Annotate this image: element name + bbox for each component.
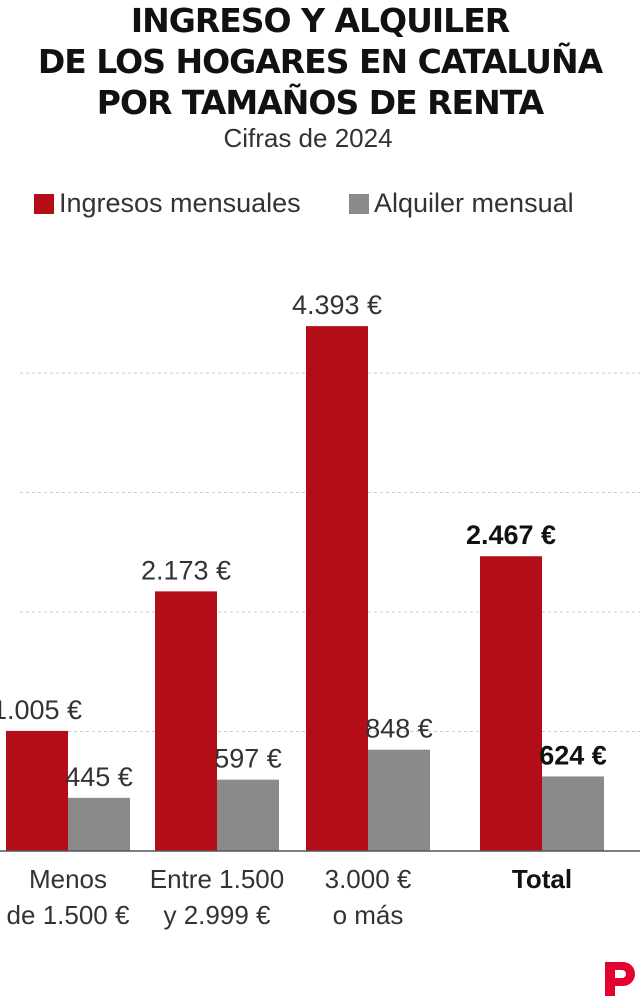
category-label-1-line-0: Entre 1.500 (150, 864, 284, 894)
bar-ingresos-2 (306, 326, 368, 851)
title-line-1: INGRESO Y ALQUILER (130, 1, 510, 40)
category-label-0-line-1: de 1.500 € (7, 900, 130, 930)
value-label-alquiler-0: 445 € (65, 762, 133, 792)
legend-label-alquiler: Alquiler mensual (374, 188, 574, 218)
title-line-3: POR TAMAÑOS DE RENTA (96, 83, 544, 122)
category-label-1-line-1: y 2.999 € (164, 900, 272, 930)
chart-title: INGRESO Y ALQUILER DE LOS HOGARES EN CAT… (0, 0, 640, 123)
bar-ingresos-1 (155, 591, 217, 851)
legend-label-ingresos: Ingresos mensuales (59, 188, 301, 218)
bar-alquiler-1 (217, 779, 279, 851)
value-label-ingresos-0: 1.005 € (0, 695, 82, 725)
chart-legend: Ingresos mensuales Alquiler mensual (0, 188, 640, 222)
value-label-ingresos-3: 2.467 € (466, 520, 556, 550)
legend-item-alquiler: Alquiler mensual (349, 188, 574, 219)
category-label-3-line-0: Total (512, 864, 572, 894)
legend-swatch-ingresos (34, 193, 54, 214)
value-label-alquiler-2: 848 € (365, 714, 433, 744)
legend-item-ingresos: Ingresos mensuales (34, 188, 301, 219)
category-label-2-line-0: 3.000 € (325, 864, 412, 894)
bar-ingresos-0 (6, 730, 68, 851)
value-label-ingresos-2: 4.393 € (292, 290, 382, 320)
bar-alquiler-0 (68, 797, 130, 851)
legend-swatch-alquiler (349, 193, 369, 214)
bar-ingresos-3 (480, 556, 542, 851)
title-line-2: DE LOS HOGARES EN CATALUÑA (37, 42, 603, 81)
chart-subtitle: Cifras de 2024 (223, 123, 393, 153)
category-label-0-line-0: Menos (29, 864, 107, 894)
value-label-alquiler-3: 624 € (539, 740, 607, 770)
value-label-alquiler-1: 597 € (214, 744, 282, 774)
bar-alquiler-2 (368, 749, 430, 851)
brand-p-logo-icon (605, 962, 635, 996)
bar-alquiler-3 (542, 776, 604, 851)
value-label-ingresos-1: 2.173 € (141, 555, 231, 585)
category-label-2-line-1: o más (333, 900, 404, 930)
